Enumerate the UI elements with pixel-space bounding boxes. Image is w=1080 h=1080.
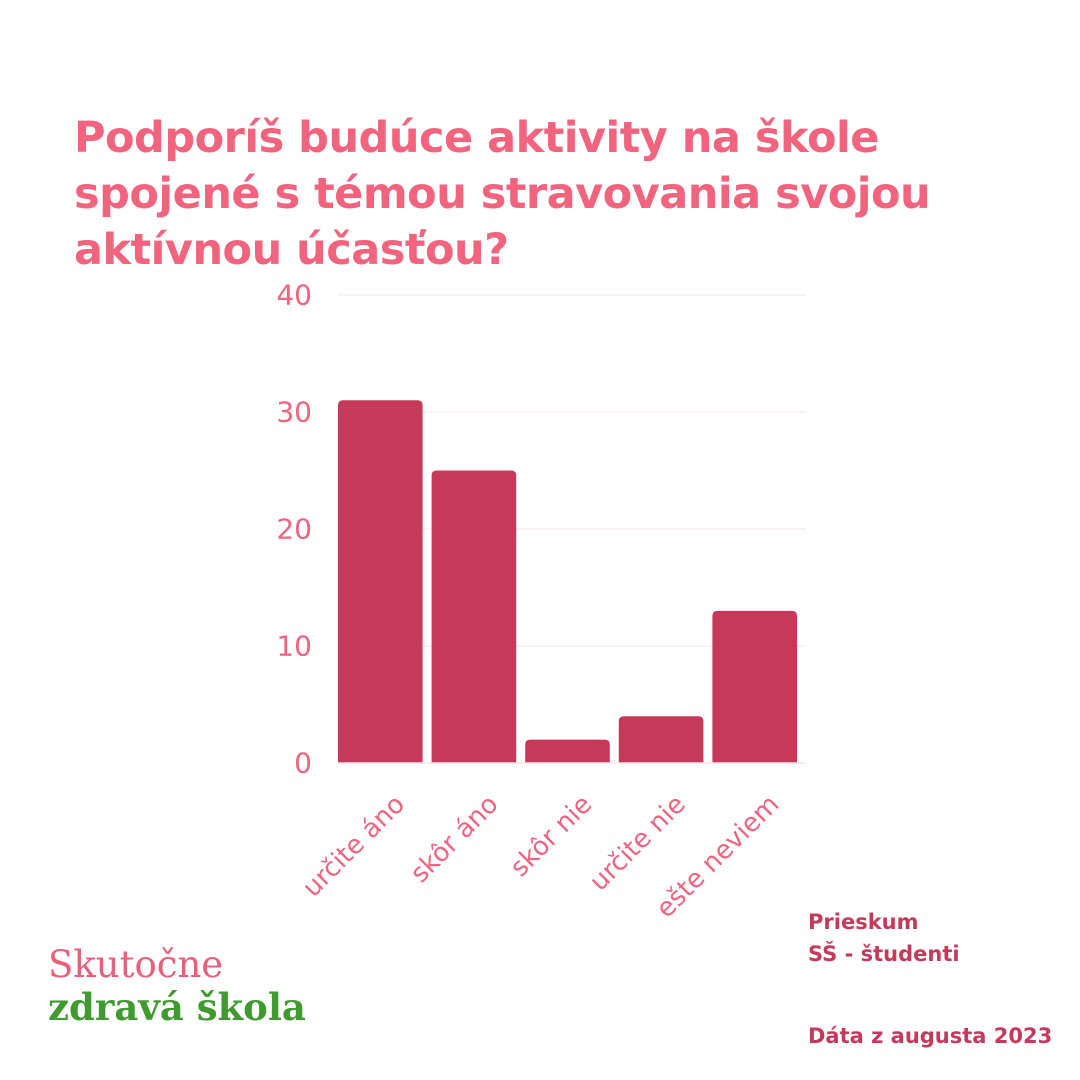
y-axis-ticks: 0 10 20 30 40 <box>276 279 312 780</box>
chart-title-line: Podporíš budúce aktivity na škole <box>74 113 879 163</box>
survey-group: SŠ - študenti <box>808 942 960 966</box>
survey-info: Prieskum SŠ - študenti <box>808 906 960 970</box>
bar <box>431 470 517 763</box>
bar <box>338 400 423 763</box>
bars <box>338 400 797 763</box>
chart-title: Podporíš budúce aktivity na škole spojen… <box>74 110 1014 278</box>
y-tick-label: 0 <box>294 747 312 780</box>
y-tick-label: 30 <box>276 396 312 429</box>
y-tick-label: 10 <box>276 630 312 663</box>
survey-label: Prieskum <box>808 910 919 934</box>
x-tick-label: skôr nie <box>505 789 599 883</box>
chart-title-line: spojené s témou stravovania svojou <box>74 169 931 219</box>
data-date: Dáta z augusta 2023 <box>808 1024 1053 1048</box>
y-tick-label: 40 <box>276 279 312 312</box>
logo-line1: Skutočne <box>48 943 224 986</box>
x-tick-label: určite áno <box>297 789 411 903</box>
bar <box>525 739 610 763</box>
logo-line2: zdravá škola <box>48 985 306 1029</box>
y-tick-label: 20 <box>276 513 312 546</box>
logo: Skutočne zdravá škola <box>48 943 306 1029</box>
bar <box>712 610 797 763</box>
x-tick-label: skôr áno <box>405 789 505 889</box>
bar <box>618 716 704 763</box>
chart-title-line: aktívnou účasťou? <box>74 225 509 275</box>
